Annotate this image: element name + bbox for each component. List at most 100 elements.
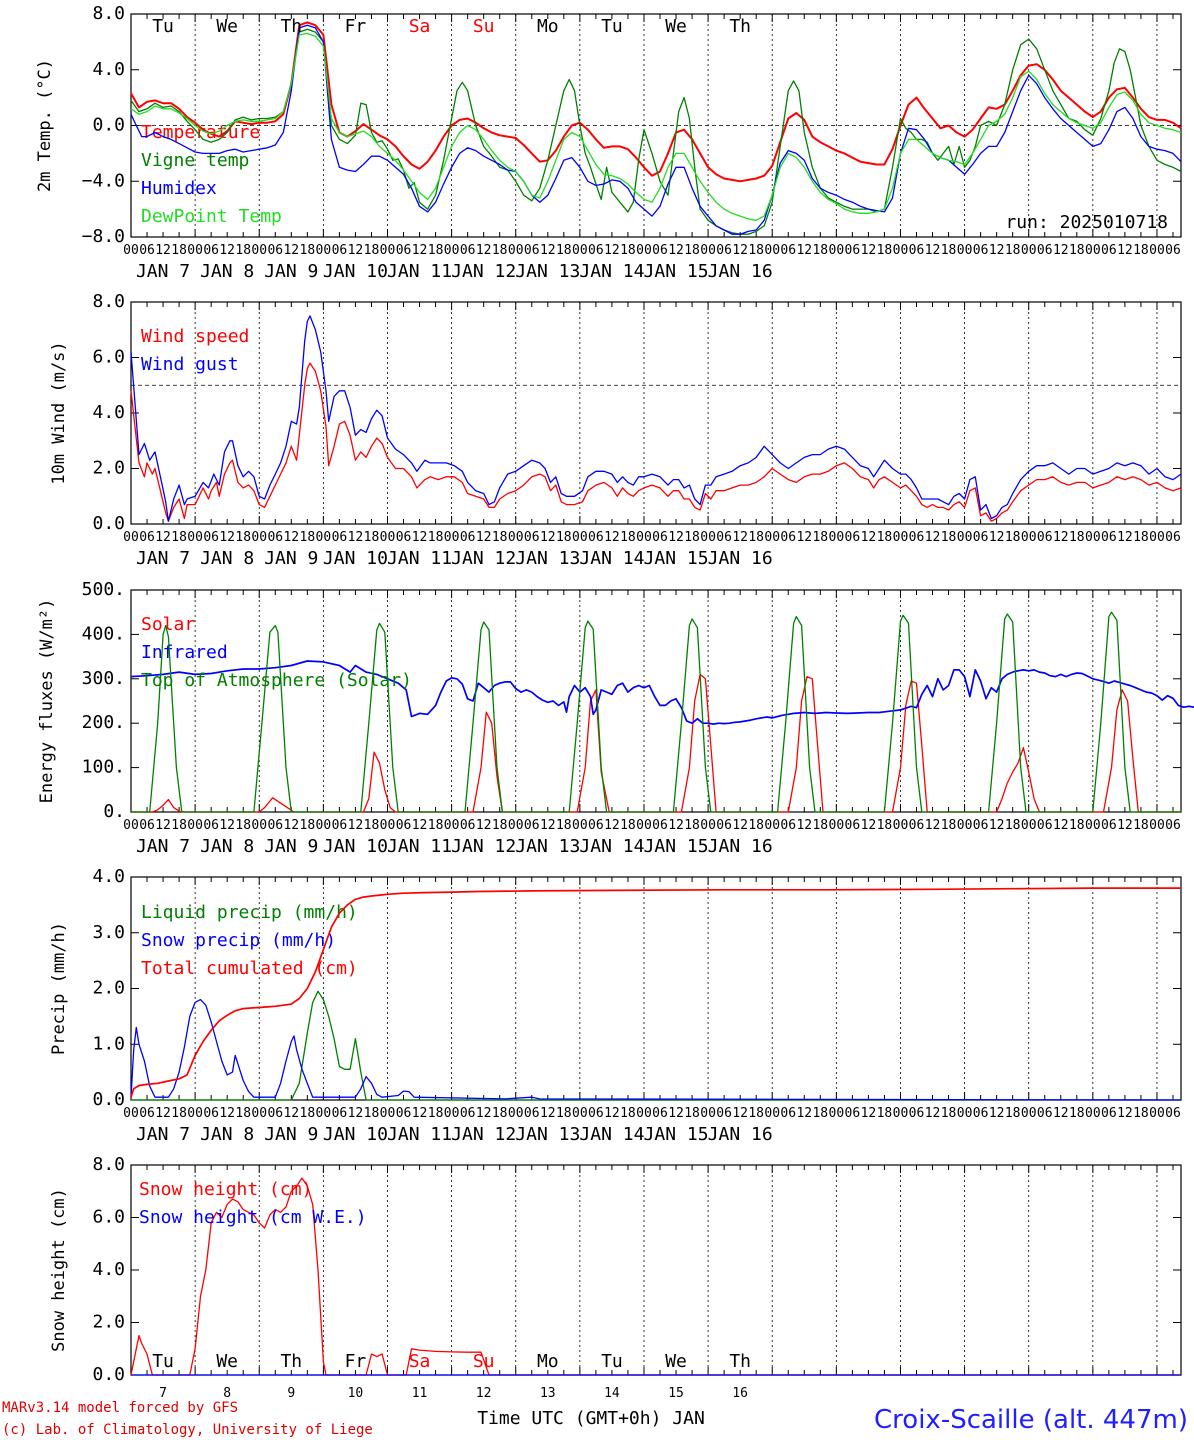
- date-label: JAN 13: [515, 836, 580, 857]
- hour-label: 18: [300, 243, 316, 258]
- series-temp-3: [130, 32, 1182, 221]
- hour-label: 18: [1133, 1106, 1149, 1121]
- y-tick-label: 4.0: [92, 59, 125, 80]
- date-label: JAN 14: [579, 1124, 644, 1145]
- hour-label: 12: [348, 818, 364, 833]
- hour-label: 06: [780, 818, 796, 833]
- model-credit: MARv3.14 model forced by GFS: [2, 1400, 238, 1416]
- hour-label: 00: [251, 243, 267, 258]
- weekday-label: Tu: [601, 1351, 623, 1372]
- series-wind-0: [130, 362, 1182, 522]
- weekday-label: Su: [473, 16, 495, 37]
- hour-label: 00: [764, 243, 780, 258]
- hour-label: 00: [1085, 243, 1101, 258]
- hour-label: 06: [652, 818, 668, 833]
- hour-label: 06: [780, 1106, 796, 1121]
- series-energy-1: [130, 660, 1194, 725]
- weekday-label: We: [216, 16, 238, 37]
- hour-label: 00: [380, 1106, 396, 1121]
- hour-label: 06: [1037, 818, 1053, 833]
- hour-label: 12: [861, 243, 877, 258]
- y-tick-label: 2.0: [92, 458, 125, 479]
- hour-label: 18: [941, 530, 957, 545]
- hour-label: 06: [396, 818, 412, 833]
- panel-temp: 8.0 4.0 0.0 −4.0 −8.0 2m Temp. (°C) Temperatur…: [35, 3, 1182, 282]
- hour-label: 00: [636, 243, 652, 258]
- hour-label: 00: [1149, 1106, 1165, 1121]
- hour-label: 00: [1085, 818, 1101, 833]
- hour-label: 06: [780, 530, 796, 545]
- legend-entry: Wind speed: [141, 326, 249, 347]
- hour-label: 18: [812, 818, 828, 833]
- date-label: JAN 9: [264, 1124, 318, 1145]
- hour-label: 06: [139, 1106, 155, 1121]
- hour-label: 06: [396, 1106, 412, 1121]
- hour-label: 18: [877, 818, 893, 833]
- hour-label: 18: [492, 530, 508, 545]
- date-label: JAN 9: [264, 836, 318, 857]
- hour-label: 06: [845, 1106, 861, 1121]
- y-tick-label: 500.: [82, 579, 125, 600]
- hour-label: 12: [155, 818, 171, 833]
- y-axis-label: Energy fluxes (W/m²): [37, 599, 57, 804]
- hour-label: 12: [155, 243, 171, 258]
- date-label: 11: [412, 1386, 428, 1401]
- hour-label: 00: [1149, 530, 1165, 545]
- date-label: JAN 8: [200, 261, 254, 282]
- hour-label: 00: [187, 1106, 203, 1121]
- date-label: JAN 14: [579, 548, 644, 569]
- hour-label: 12: [668, 530, 684, 545]
- hour-label: 12: [540, 530, 556, 545]
- hour-label: 00: [893, 530, 909, 545]
- hour-label: 18: [748, 1106, 764, 1121]
- date-label: JAN 15: [644, 261, 709, 282]
- hour-label: 06: [716, 1106, 732, 1121]
- weekday-label: Th: [729, 1351, 751, 1372]
- hour-label: 06: [460, 530, 476, 545]
- date-label: JAN 8: [200, 1124, 254, 1145]
- hour-label: 12: [476, 530, 492, 545]
- date-label: JAN 14: [579, 261, 644, 282]
- hour-label: 06: [1101, 530, 1117, 545]
- date-label: 13: [540, 1386, 556, 1401]
- hour-label: 06: [588, 243, 604, 258]
- hour-label: 06: [588, 1106, 604, 1121]
- hour-label: 12: [540, 818, 556, 833]
- series-precip-2: [130, 887, 1181, 1098]
- hour-label: 06: [139, 530, 155, 545]
- hour-label: 18: [1069, 818, 1085, 833]
- hour-label: 12: [796, 530, 812, 545]
- hour-label: 18: [171, 530, 187, 545]
- date-label: 8: [223, 1386, 231, 1401]
- hour-label: 06: [203, 1106, 219, 1121]
- date-label: JAN 10: [323, 261, 388, 282]
- hour-label: 18: [171, 243, 187, 258]
- hour-label: 12: [540, 1106, 556, 1121]
- hour-label: 00: [957, 818, 973, 833]
- date-label: JAN 14: [579, 836, 644, 857]
- y-axis-label: 2m Temp. (°C): [35, 59, 55, 192]
- hour-label: 18: [235, 1106, 251, 1121]
- hour-label: 18: [300, 1106, 316, 1121]
- y-tick-label: 0.0: [92, 513, 125, 534]
- hour-label: 00: [123, 243, 139, 258]
- hour-label: 00: [893, 243, 909, 258]
- hour-label: 00: [764, 1106, 780, 1121]
- hour-label: 18: [556, 818, 572, 833]
- hour-label: 18: [812, 1106, 828, 1121]
- date-label: JAN 7: [136, 548, 190, 569]
- legend-entry: Wind gust: [141, 354, 239, 375]
- hour-label: 12: [1053, 530, 1069, 545]
- y-tick-label: −4.0: [82, 170, 125, 191]
- hour-label: 00: [636, 1106, 652, 1121]
- hour-label: 06: [1165, 243, 1181, 258]
- y-tick-label: 200.: [82, 712, 125, 733]
- hour-label: 18: [364, 530, 380, 545]
- hour-label: 06: [909, 530, 925, 545]
- hour-label: 00: [380, 818, 396, 833]
- y-axis-label: 10m Wind (m/s): [49, 341, 69, 484]
- hour-label: 00: [893, 1106, 909, 1121]
- hour-label: 18: [171, 818, 187, 833]
- hour-label: 06: [1101, 243, 1117, 258]
